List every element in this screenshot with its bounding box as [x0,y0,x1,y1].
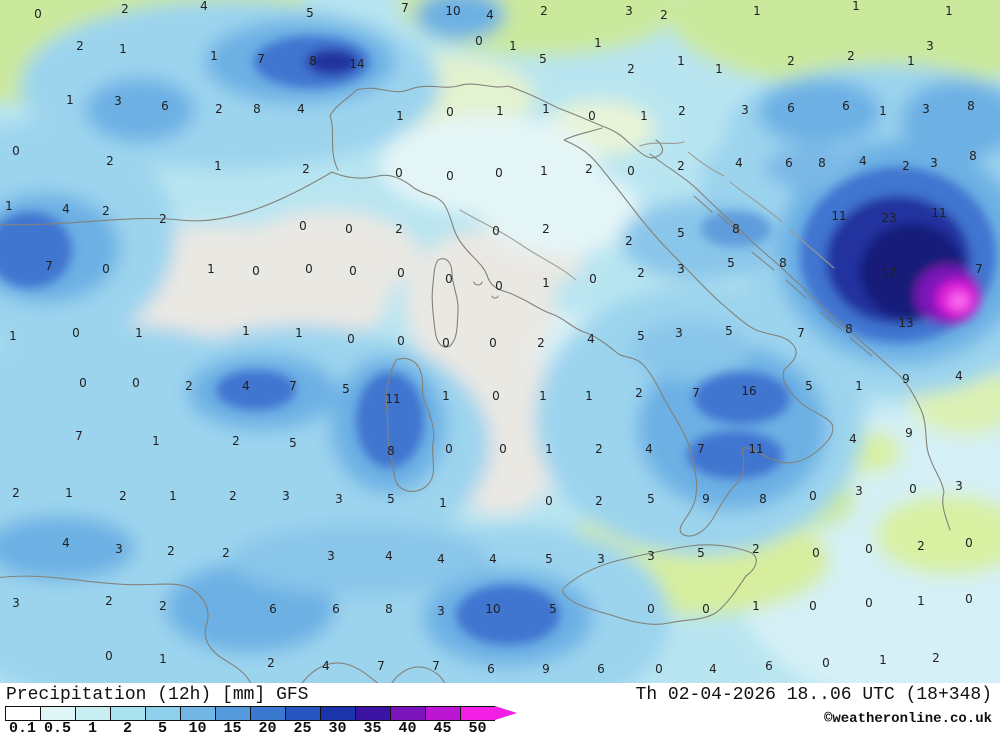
copyright: ©weatheronline.co.uk [823,711,992,727]
legend-segment [180,706,215,721]
cap-bon-coast [301,662,446,683]
legend-tick-label: 0.1 [8,720,36,737]
balkan-coast [649,153,951,531]
legend-segment [40,706,75,721]
legend-tick-label: 2 [122,720,132,737]
small-islands [473,281,499,299]
product-name: Precipitation (12h) [6,685,212,705]
north-africa-coast [0,575,252,683]
legend-tick-label: 30 [328,720,347,737]
legend-tick-label: 50 [468,720,487,737]
legend: 0.1 0.5 1 2 5 10 15 20 25 30 35 40 45 50 [5,706,517,736]
legend-segment [250,706,285,721]
legend-segment [145,706,180,721]
istria-coast [627,139,664,159]
legend-tick-label: 1 [87,720,97,737]
valid-time: Th 02-04-2026 18..06 UTC (18+348) [635,685,992,705]
legend-labels: 0.1 0.5 1 2 5 10 15 20 25 30 35 40 45 50 [5,721,517,736]
legend-segment [110,706,145,721]
legend-color-bar [5,706,517,721]
legend-segment [320,706,355,721]
legend-tick-label: 45 [433,720,452,737]
legend-segment [5,706,40,721]
balkan-borders [639,141,835,269]
legend-tick-label: 20 [258,720,277,737]
info-bar: Precipitation (12h) [mm] GFS Th 02-04-20… [0,683,1000,736]
title-row: Precipitation (12h) [mm] GFS Th 02-04-20… [0,683,1000,705]
croatian-islands [693,195,873,357]
legend-tick-label: 15 [223,720,242,737]
italy-coast [331,127,834,537]
model-name: GFS [276,685,309,705]
sardinia-coast [385,357,435,492]
legend-segment [390,706,425,721]
precip-color-field [0,0,1000,683]
legend-tick-label: 35 [363,720,382,737]
unit-label: [mm] [222,685,266,705]
italy-region-borders [459,209,577,281]
legend-segment [75,706,110,721]
coastlines [0,83,951,683]
precipitation-map: 0 2 4 5 7 10 4 2 3 2 1 1 1 2 1 1 7 8 14 0 1 5 1 2 1 1 2 2 1 3 1 3 6 2 8 4 1 0… [0,0,1000,683]
france-coast [0,171,333,226]
legend-tick-label: 0.5 [43,720,71,737]
legend-segment [425,706,460,721]
precipitation-field-svg [0,0,1000,683]
legend-segment [215,706,250,721]
alps-border [329,83,629,171]
product-title: Precipitation (12h) [mm] GFS [6,685,308,705]
legend-tick-label: 25 [293,720,312,737]
legend-tick-label: 40 [398,720,417,737]
corsica-coast [431,258,459,348]
legend-segment [355,706,390,721]
legend-segment [460,706,495,721]
legend-tick-label: 10 [188,720,207,737]
legend-tick-label: 5 [157,720,167,737]
precip-core-field [0,36,996,645]
legend-segment [285,706,320,721]
legend-arrow [495,706,517,720]
sicily-coast [561,544,757,625]
